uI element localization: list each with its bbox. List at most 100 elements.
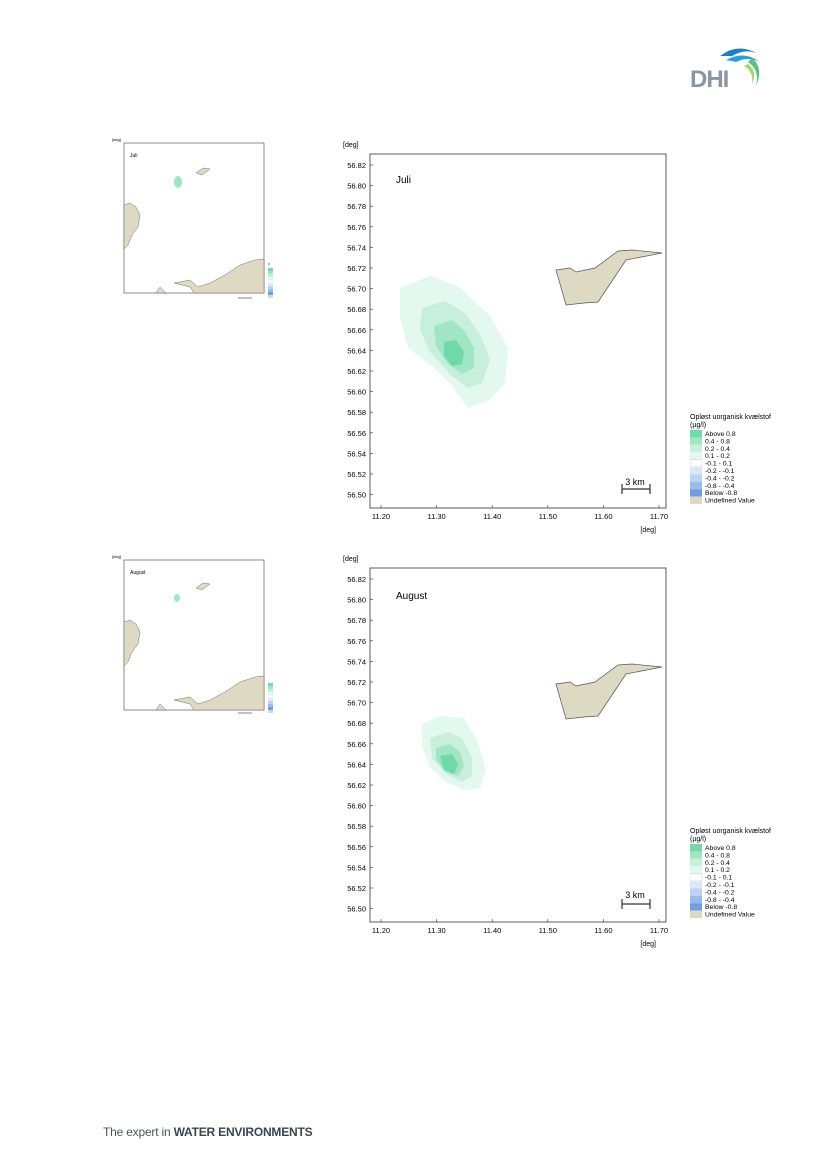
legend-swatch [689,459,703,468]
axis-unit-bottom: [deg] [640,941,656,948]
scale-bar [621,899,651,909]
x-ticks: 11.20 11.30 11.40 11.50 11.60 11.70 [372,919,668,935]
x-tick-label: 11.20 [372,926,390,935]
legend-label: Below -0.8 [705,904,737,911]
y-tick-label: 56.76 [347,223,366,232]
legend-label: Below -0.8 [705,490,737,497]
legend-label: -0.1 - 0.1 [705,875,732,882]
legend-label: 0.4 - 0.8 [705,438,730,445]
y-tick-label: 56.70 [347,285,366,294]
y-tick-label: 56.56 [347,843,366,852]
y-tick-label: 56.66 [347,740,366,749]
y-tick-label: 56.78 [347,616,366,625]
axis-unit-bottom: [deg] [640,527,656,534]
legend-title: Opløst uorganisk kvælstof [690,414,771,421]
y-tick-label: 56.52 [347,470,366,479]
overview-axis-unit: [deg] [112,137,121,142]
overview-title: August [130,570,146,576]
legend-label: 0.2 - 0.4 [705,446,730,453]
detail-map-juli: [deg] 56.82 56.80 56.78 56.76 56.74 56.72 56.7… [343,142,668,534]
legend-swatch [690,489,702,497]
axis-unit-top: [deg] [343,556,359,563]
x-tick-label: 11.50 [539,512,557,521]
overview-west-coast [123,619,141,667]
legend-august: Opløst uorganisk kvælstof (µg/l) Above 0.8… [689,826,800,931]
logo-text: DHI [690,66,729,93]
detail-map-august: [deg] 56.82 56.80 56.78 56.76 56.74 56.72 56.7… [343,556,668,948]
wave-icon [720,48,760,86]
legend-swatch [690,844,702,852]
island-land [555,663,663,720]
y-tick-label: 56.72 [347,678,366,687]
x-tick-label: 11.40 [483,926,501,935]
legend-label: Undefined Value [705,912,755,919]
overview-plume [174,176,182,188]
y-tick-label: 56.78 [347,202,366,211]
y-tick-label: 56.50 [347,905,366,914]
legend-swatch [690,430,702,438]
legend-label: -0.8 - -0.4 [705,483,735,490]
x-tick-label: 11.60 [594,512,612,521]
x-tick-label: 11.50 [539,926,557,935]
legend-label: 0.2 - 0.4 [705,860,730,867]
legend-swatch [690,910,702,918]
plume-level-4 [440,754,458,774]
x-tick-label: 11.70 [650,512,668,521]
footer-prefix: The expert in [103,1125,171,1139]
overview-axis-unit: [deg] [112,554,121,559]
y-tick-label: 56.50 [347,491,366,500]
plume-level-4 [444,340,464,366]
legend-label: 0.1 - 0.2 [705,867,730,874]
legend-swatch [690,881,702,889]
y-tick-label: 56.74 [347,657,366,666]
overview-plume [174,594,180,602]
overview-map-juli: [deg] Juli [112,137,270,299]
y-tick-label: 56.74 [347,243,366,252]
overview-map-august: [deg] August [112,554,265,714]
footer-emphasis: WATER ENVIRONMENTS [173,1125,313,1139]
legend-label: -0.2 - -0.1 [705,468,735,475]
y-tick-label: 56.52 [347,884,366,893]
y-tick-label: 56.80 [347,182,366,191]
y-tick-label: 56.56 [347,429,366,438]
legend-title: Opløst uorganisk kvælstof [690,828,771,835]
overview-legend-juli [268,268,274,298]
y-tick-label: 56.54 [347,449,366,458]
y-tick-label: 56.82 [347,161,366,170]
legend-swatch [690,895,702,904]
legend-swatch [690,903,702,911]
legend: Opløst uorganisk kvælstof(µg/l) Above 0.8… [689,828,771,919]
island-land [555,249,663,306]
y-tick-label: 56.80 [347,596,366,605]
legend-juli: Opløst uorganisk kvælstof (µg/l) Above 0.8… [689,412,800,517]
y-ticks: 56.82 56.80 56.78 56.76 56.74 56.72 56.70 56.68… [347,575,373,914]
y-tick-label: 56.70 [347,699,366,708]
legend-label: -0.4 - -0.2 [705,475,735,482]
legend-label: -0.4 - -0.2 [705,889,735,896]
overview-island [195,582,211,591]
legend-swatch [690,481,702,490]
y-tick-label: 56.72 [347,264,366,273]
y-tick-label: 56.58 [347,822,366,831]
x-tick-label: 11.70 [650,926,668,935]
scale-bar [621,484,651,494]
overview-title: Juli [130,153,138,159]
overview-island [195,167,211,176]
overview-south-coast [173,258,265,294]
legend-label: -0.8 - -0.4 [705,897,735,904]
legend-label: Above 0.8 [705,845,736,852]
legend-swatch [690,866,702,874]
y-ticks: 56.82 56.80 56.78 56.76 56.74 56.72 56.70 56.68… [347,161,373,500]
dhi-logo: DHI [686,44,766,94]
y-tick-label: 56.60 [347,802,366,811]
legend-swatch [690,888,702,896]
legend-label: 0.4 - 0.8 [705,852,730,859]
y-tick-label: 56.64 [347,760,366,769]
overview-islet [155,703,167,711]
x-tick-label: 11.20 [372,512,390,521]
legend-label: -0.2 - -0.1 [705,882,735,889]
legend-label: Above 0.8 [705,431,736,438]
map-title: Juli [396,175,411,186]
legend-unit: (µg/l) [690,836,706,843]
scale-bar-label: 3 km [625,890,645,900]
